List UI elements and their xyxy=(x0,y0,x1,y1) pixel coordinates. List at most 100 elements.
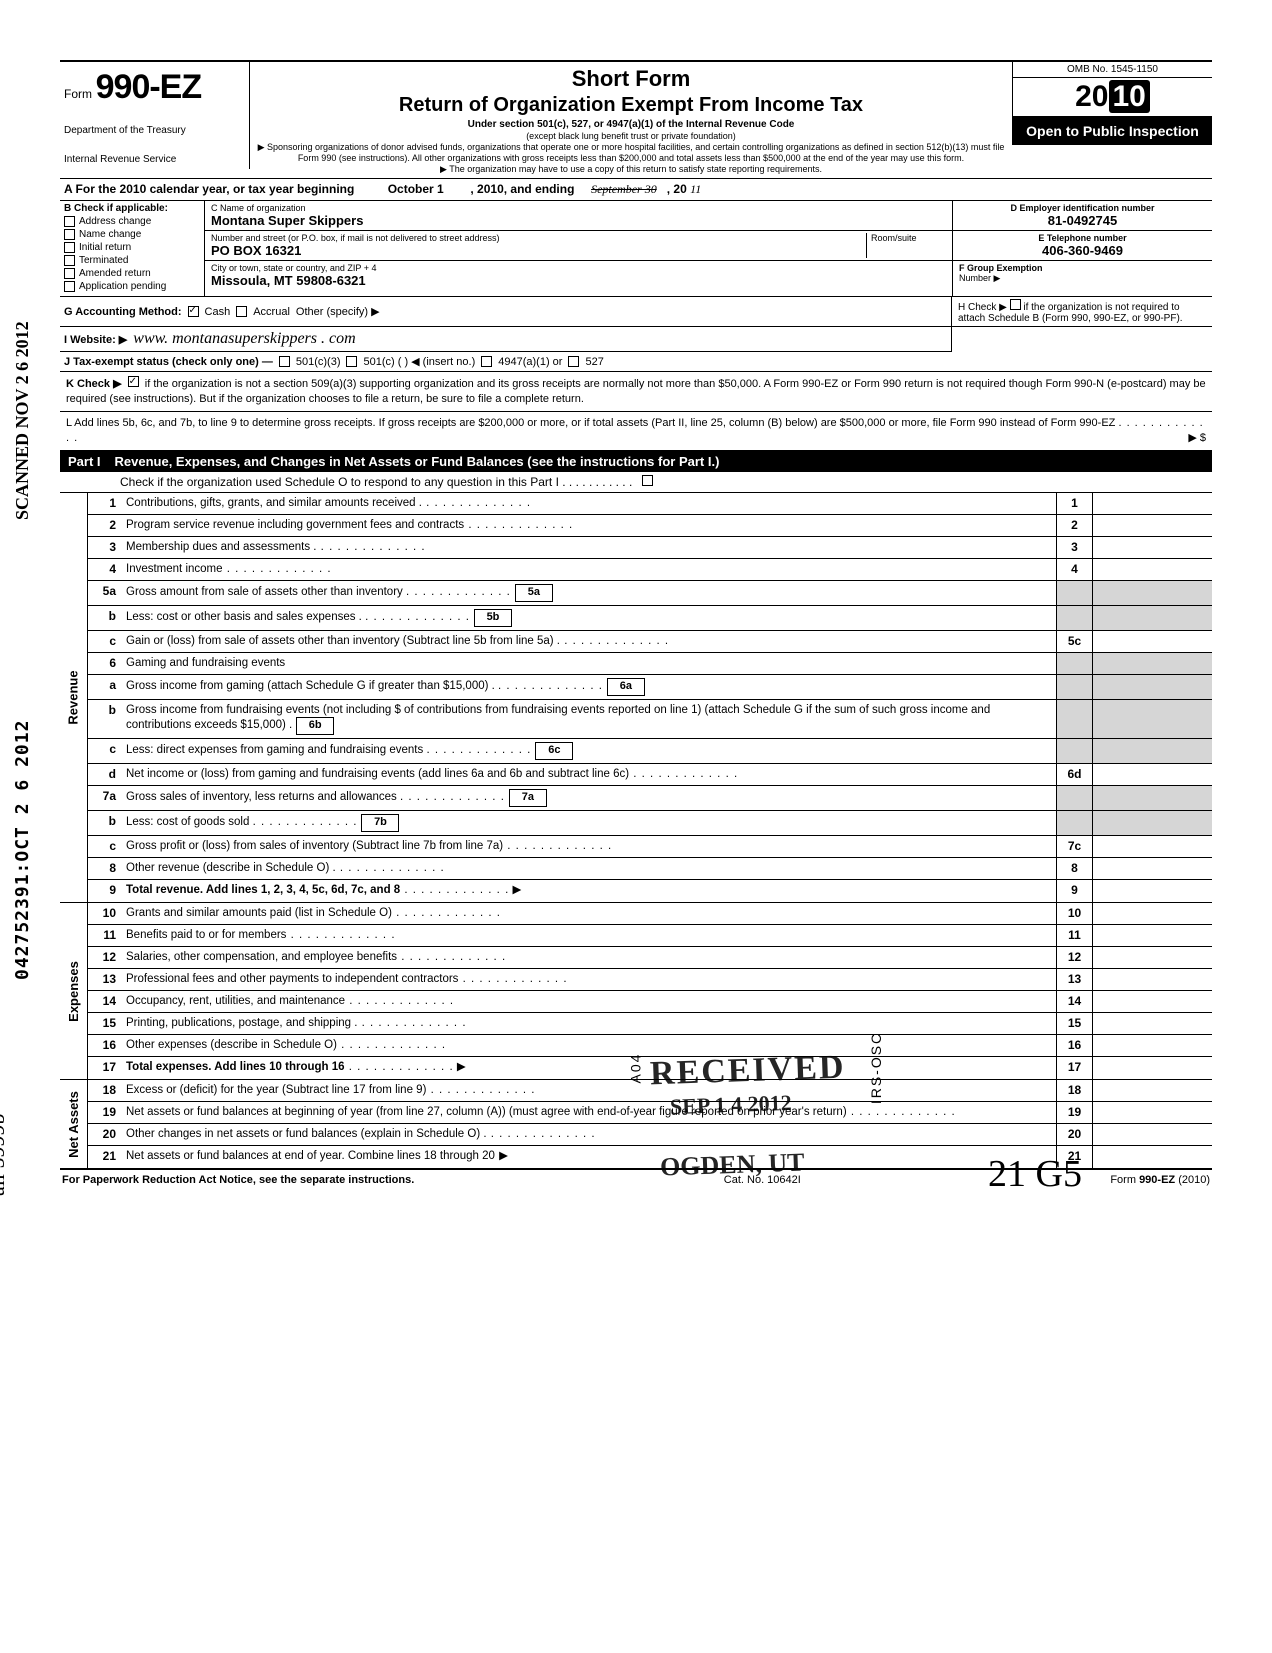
val-18[interactable] xyxy=(1092,1080,1212,1101)
box-7b xyxy=(1056,811,1092,835)
footer-mid: Cat. No. 10642I xyxy=(724,1174,801,1186)
opt-4: Amended return xyxy=(79,268,151,279)
mini-5b: 5b xyxy=(474,609,512,627)
cb-amended[interactable] xyxy=(64,268,75,279)
opt-3: Terminated xyxy=(79,255,128,266)
opt-1: Name change xyxy=(79,229,141,240)
header-mid: Short Form Return of Organization Exempt… xyxy=(250,62,1012,178)
revenue-label: Revenue xyxy=(66,670,81,724)
d-ein-val: 81-0492745 xyxy=(959,213,1206,228)
t-5a: Gross amount from sale of assets other t… xyxy=(122,581,1056,605)
val-7c[interactable] xyxy=(1092,836,1212,857)
t-5c: Gain or (loss) from sale of assets other… xyxy=(122,631,1056,652)
cb-k[interactable] xyxy=(128,376,139,387)
t-2: Program service revenue including govern… xyxy=(122,515,1056,536)
cb-j3[interactable] xyxy=(481,356,492,367)
cb-terminated[interactable] xyxy=(64,255,75,266)
val-2[interactable] xyxy=(1092,515,1212,536)
cb-j2[interactable] xyxy=(346,356,357,367)
box-6 xyxy=(1056,653,1092,674)
val-19[interactable] xyxy=(1092,1102,1212,1123)
l-tail: ▶ $ xyxy=(1188,431,1206,446)
n-7c: c xyxy=(88,836,122,857)
k-label: K Check ▶ xyxy=(66,378,122,390)
cb-cash[interactable] xyxy=(188,306,199,317)
tt-7a: Gross sales of inventory, less returns a… xyxy=(126,791,397,803)
line-a: A For the 2010 calendar year, or tax yea… xyxy=(60,179,1212,201)
val-10[interactable] xyxy=(1092,903,1212,924)
val-5c[interactable] xyxy=(1092,631,1212,652)
t-6: Gaming and fundraising events xyxy=(122,653,1056,674)
n-8: 8 xyxy=(88,858,122,879)
val-6d[interactable] xyxy=(1092,764,1212,785)
box-12: 12 xyxy=(1056,947,1092,968)
cb-address-change[interactable] xyxy=(64,216,75,227)
val-14[interactable] xyxy=(1092,991,1212,1012)
box-9: 9 xyxy=(1056,880,1092,902)
val-7a xyxy=(1092,786,1212,810)
cb-h[interactable] xyxy=(1010,299,1021,310)
c-city-val: Missoula, MT 59808-6321 xyxy=(211,273,946,288)
t-5b: Less: cost or other basis and sales expe… xyxy=(122,606,1056,630)
d-ein-lbl: D Employer identification number xyxy=(959,203,1206,213)
subtitle-3: Sponsoring organizations of donor advise… xyxy=(256,142,1006,163)
val-6b xyxy=(1092,700,1212,738)
val-4[interactable] xyxy=(1092,559,1212,580)
opt-2: Initial return xyxy=(79,242,131,253)
line-a-begin: October 1 xyxy=(388,182,444,196)
box-15: 15 xyxy=(1056,1013,1092,1034)
cb-pending[interactable] xyxy=(64,281,75,292)
cb-part1-schedO[interactable] xyxy=(642,475,653,486)
d-grp2: Number ▶ xyxy=(959,273,1206,284)
val-17[interactable] xyxy=(1092,1057,1212,1079)
val-20[interactable] xyxy=(1092,1124,1212,1145)
n-20: 20 xyxy=(88,1124,122,1145)
cb-j4[interactable] xyxy=(568,356,579,367)
mini-6c: 6c xyxy=(535,742,573,760)
val-1[interactable] xyxy=(1092,493,1212,514)
c-addr-lbl: Number and street (or P.O. box, if mail … xyxy=(211,233,866,243)
c-name-val: Montana Super Skippers xyxy=(211,213,946,228)
t-7c: Gross profit or (loss) from sales of inv… xyxy=(122,836,1056,857)
t-14: Occupancy, rent, utilities, and maintena… xyxy=(122,991,1056,1012)
mini-7a: 7a xyxy=(509,789,547,807)
cb-j1[interactable] xyxy=(279,356,290,367)
n-16: 16 xyxy=(88,1035,122,1056)
t-7a: Gross sales of inventory, less returns a… xyxy=(122,786,1056,810)
val-15[interactable] xyxy=(1092,1013,1212,1034)
cb-initial-return[interactable] xyxy=(64,242,75,253)
val-6 xyxy=(1092,653,1212,674)
val-3[interactable] xyxy=(1092,537,1212,558)
footer-form-num: 990-EZ xyxy=(1139,1174,1175,1186)
form-page: Form 990-EZ Department of the Treasury I… xyxy=(60,60,1212,1186)
box-13: 13 xyxy=(1056,969,1092,990)
t-21: Net assets or fund balances at end of ye… xyxy=(122,1146,1056,1168)
g-label: G Accounting Method: xyxy=(64,306,182,318)
box-5c: 5c xyxy=(1056,631,1092,652)
short-form-title: Short Form xyxy=(256,66,1006,92)
part1-header: Part I Revenue, Expenses, and Changes in… xyxy=(60,451,1212,472)
val-8[interactable] xyxy=(1092,858,1212,879)
j-o1: 501(c)(3) xyxy=(296,356,341,368)
form-header: Form 990-EZ Department of the Treasury I… xyxy=(60,60,1212,179)
n-12: 12 xyxy=(88,947,122,968)
box-1: 1 xyxy=(1056,493,1092,514)
val-13[interactable] xyxy=(1092,969,1212,990)
box-7a xyxy=(1056,786,1092,810)
val-12[interactable] xyxy=(1092,947,1212,968)
t-6a: Gross income from gaming (attach Schedul… xyxy=(122,675,1056,699)
tt-5b: Less: cost or other basis and sales expe… xyxy=(126,611,362,623)
cb-accrual[interactable] xyxy=(236,306,247,317)
cb-name-change[interactable] xyxy=(64,229,75,240)
t-13: Professional fees and other payments to … xyxy=(122,969,1056,990)
val-16[interactable] xyxy=(1092,1035,1212,1056)
n-5a: 5a xyxy=(88,581,122,605)
t-1: Contributions, gifts, grants, and simila… xyxy=(122,493,1056,514)
form-label: Form xyxy=(64,87,92,101)
val-11[interactable] xyxy=(1092,925,1212,946)
t-15: Printing, publications, postage, and shi… xyxy=(122,1013,1056,1034)
val-21[interactable] xyxy=(1092,1146,1212,1168)
tt-9: Total revenue. Add lines 1, 2, 3, 4, 5c,… xyxy=(126,884,400,896)
val-9[interactable] xyxy=(1092,880,1212,902)
line-k: K Check ▶ if the organization is not a s… xyxy=(60,372,1212,412)
